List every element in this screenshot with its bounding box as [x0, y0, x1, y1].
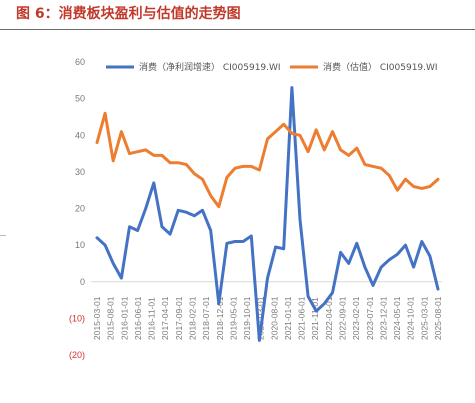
y-axis: 60 50 40 30 20 10 0 (10) (20)	[69, 57, 85, 360]
x-tick-label: 2024-05-01	[392, 296, 402, 340]
y-tick-label: 20	[75, 204, 85, 214]
x-tick-label: 2024-10-01	[406, 296, 416, 340]
y-tick-label: 60	[75, 57, 85, 67]
edge-tick-mark	[0, 235, 6, 236]
y-tick-label: 10	[75, 240, 85, 250]
y-tick-label: 30	[75, 167, 85, 177]
y-tick-label: 40	[75, 130, 85, 140]
x-tick-label: 2025-08-01	[433, 296, 443, 340]
x-tick-label: 2017-09-01	[174, 296, 184, 340]
x-tick-label: 2015-08-01	[106, 296, 116, 340]
x-tick-label: 2023-07-01	[365, 296, 375, 340]
legend-label: 消费（净利润增速） CI005919.WI	[139, 61, 281, 73]
x-tick-label: 2022-04-01	[324, 296, 334, 340]
chart-legend: 消费（净利润增速） CI005919.WI 消费（估值） CI005919.WI	[106, 61, 438, 73]
x-tick-label: 2020-08-01	[269, 296, 279, 340]
series-line-0	[95, 86, 440, 342]
x-tick-label: 2020-03-01	[256, 296, 266, 340]
x-tick-label: 2022-09-01	[338, 296, 348, 340]
y-tick-label: (20)	[69, 350, 85, 360]
y-tick-label: (10)	[69, 313, 85, 323]
title-divider	[0, 29, 475, 30]
x-tick-label: 2016-01-01	[119, 296, 129, 340]
y-tick-label: 50	[75, 94, 85, 104]
chart-title: 图 6：消费板块盈利与估值的走势图	[16, 6, 241, 22]
x-tick-label: 2016-06-01	[133, 296, 143, 340]
legend-label: 消费（估值） CI005919.WI	[323, 61, 438, 73]
x-tick-label: 2023-12-01	[378, 296, 388, 340]
x-tick-label: 2021-01-01	[283, 296, 293, 340]
x-tick-label: 2018-02-01	[187, 296, 197, 340]
x-tick-label: 2019-10-01	[242, 296, 252, 340]
x-tick-label: 2018-12-01	[215, 296, 225, 340]
chart-series	[95, 86, 440, 342]
x-tick-label: 2019-05-01	[228, 296, 238, 340]
x-tick-label: 2021-06-01	[297, 296, 307, 340]
x-tick-label: 2016-11-01	[147, 297, 157, 340]
x-tick-label: 2015-03-01	[92, 296, 102, 340]
x-axis: 2015-03-01 2015-08-01 2016-01-01 2016-06-01…	[91, 281, 443, 340]
x-tick-label: 2023-02-01	[351, 296, 361, 340]
x-tick-label: 2018-07-01	[201, 296, 211, 340]
x-tick-label: 2021-11-01	[310, 297, 320, 340]
y-tick-label: 0	[80, 277, 85, 287]
series-line-1	[95, 111, 440, 209]
x-tick-label: 2025-03-01	[419, 296, 429, 340]
x-tick-label: 2017-04-01	[160, 296, 170, 340]
